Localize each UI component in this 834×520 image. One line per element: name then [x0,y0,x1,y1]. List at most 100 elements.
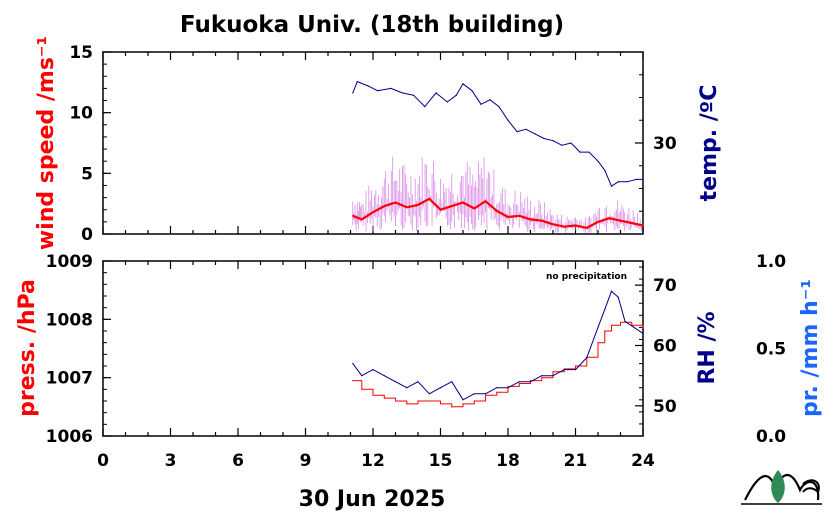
relative-humidity-point [451,381,453,383]
relative-humidity-point [563,369,565,371]
x-tick-label: 24 [631,451,655,471]
relative-humidity-point [610,290,613,292]
temperature-point [604,169,606,171]
relative-humidity-point [541,375,543,377]
relative-humidity-point [473,393,475,395]
x-tick-label: 15 [429,451,453,471]
temperature-point [462,83,464,85]
relative-humidity-point [406,387,408,389]
wind-speed-point [484,200,487,202]
y-tick-label-left: 5 [81,164,93,184]
temperature-point [446,101,448,103]
pressure-point [451,406,453,408]
y-tick-label-precip: 0.5 [756,340,786,360]
relative-humidity-point [352,362,354,365]
y-tick-label-right: 70 [653,276,677,296]
temperature-point [570,142,572,144]
rh-axis-label: RH /% [695,311,720,384]
relative-humidity-point [633,326,635,328]
pressure-point [642,327,644,329]
relative-humidity-point [604,308,606,310]
wind-speed-point [552,223,554,225]
temperature-point [498,106,500,108]
temperature-point [588,151,590,153]
pressure-point [604,330,606,332]
temperature-point [534,133,536,135]
relative-humidity-point [552,375,554,377]
wind-speed-point [394,201,397,204]
temperature-point [543,137,545,140]
temperature-point [507,119,509,121]
pressure-point [352,379,354,382]
y-tick-label-right: 30 [653,134,677,154]
y-tick-label-right: 50 [653,397,677,417]
pressure-point [372,394,374,396]
wind-speed-point [406,206,408,208]
wind-speed-point [597,221,599,223]
pressure-point [383,397,385,399]
wind-speed-point [439,209,442,211]
relative-humidity-point [361,375,363,377]
temperature-point [412,94,415,96]
pressure-point [552,371,554,373]
pressure-point [619,321,622,323]
chart-marks: 0 5 10 15 30 1006 1007 1008 1009 50 60 70 0.0 0.5 1.0 0… [46,43,787,471]
y-tick-label-left: 1008 [46,310,93,330]
temperature-point [376,90,379,92]
wind-speed-point [529,218,532,221]
y-tick-label-left: 1009 [46,252,93,272]
temperature-point [352,92,354,94]
x-tick-label: 3 [165,451,177,471]
relative-humidity-point [484,393,487,395]
chart-title: Fukuoka Univ. (18th building) [180,12,564,38]
pressure-point [597,342,599,344]
wind-speed-point [352,215,354,217]
temperature-point [617,181,619,183]
wind-speed-point [574,224,577,227]
wind-speed-point [473,207,475,210]
pressure-point [439,403,442,405]
pressure-point [518,382,520,385]
pressure-point [541,377,543,379]
relative-humidity-point [617,296,619,298]
pressure-point [361,388,363,390]
relative-humidity-point [394,381,397,383]
wind-speed-point [496,210,498,212]
relative-humidity-point [496,387,498,389]
wind-speed-point [462,201,464,204]
temperature-point [401,92,403,94]
pressure-point [574,365,577,367]
wind-axis-label: wind speed /ms⁻¹ [34,36,59,250]
wind-speed-point [428,198,430,200]
temperature-point [455,94,457,96]
pressure-point [462,403,464,405]
temperature-point [626,181,628,183]
relative-humidity-point [574,369,577,371]
pressure-point [406,403,408,405]
pressure-point [507,385,509,388]
temperature-line [352,81,643,187]
relative-humidity-line [352,290,644,401]
temperature-point [561,144,563,146]
relative-humidity-point [439,387,442,389]
relative-humidity-point [383,375,385,377]
y-tick-label-left: 1006 [46,427,93,447]
temperature-point [390,87,392,89]
wind-speed-point [372,211,374,213]
precip-axis-label: pr. /mm h⁻¹ [798,279,823,417]
temperature-point [516,131,518,133]
wind-speed-point [563,226,565,228]
date-label: 30 Jun 2025 [299,487,446,512]
temperature-point [525,128,527,130]
wind-speed-point [541,220,543,222]
y-tick-label-precip: 1.0 [756,252,786,272]
temperature-point [424,106,426,108]
pressure-point [473,400,475,402]
relative-humidity-point [462,399,464,401]
pressure-line [352,321,644,408]
wind-speed-point [586,227,588,229]
wind-speed-point [631,222,633,224]
temperature-point [367,85,370,87]
